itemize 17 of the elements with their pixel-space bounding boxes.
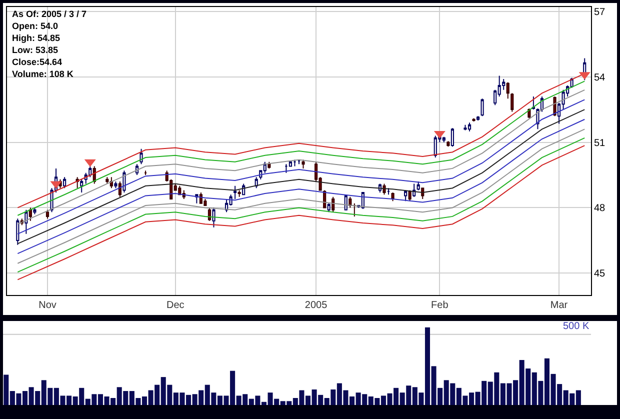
x-tick-label: Dec <box>166 300 184 311</box>
y-tick-label: 54 <box>594 72 606 84</box>
y-tick-label: 51 <box>594 138 606 149</box>
annotation: Open: 54.0 <box>12 21 58 31</box>
y-tick-label: 57 <box>594 6 606 18</box>
x-tick-label: Feb <box>431 300 449 311</box>
annotation: Close:54.64 <box>12 57 62 67</box>
x-tick-label: Mar <box>550 300 568 311</box>
annotation: Low: 53.85 <box>12 45 58 55</box>
y-tick-label: 45 <box>594 268 606 280</box>
x-tick-label: 2005 <box>304 300 328 311</box>
annotation: Volume: 108 K <box>12 69 74 79</box>
annotation: High: 54.85 <box>12 33 60 43</box>
ref-line-label: 500 K <box>563 321 590 332</box>
annotation: As Of: 2005 / 3 / 7 <box>12 9 87 19</box>
y-tick-label: 48 <box>594 203 606 214</box>
x-tick-label: Nov <box>38 300 56 311</box>
